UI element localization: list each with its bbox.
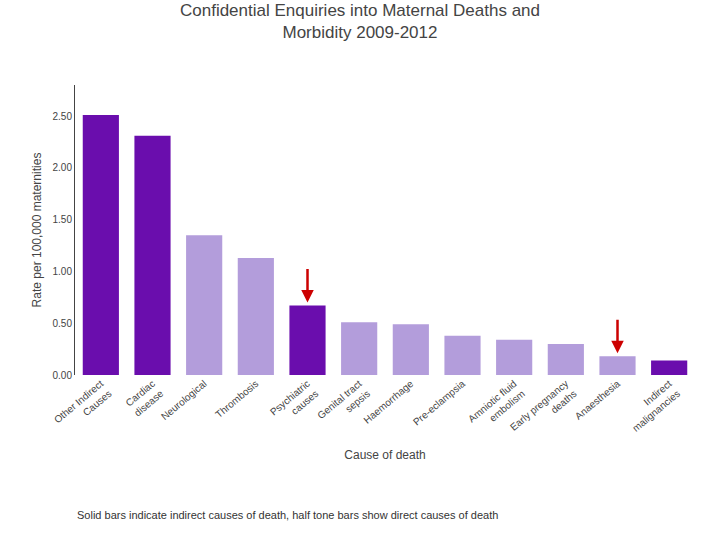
svg-text:Psychiatriccauses: Psychiatriccauses (268, 378, 320, 427)
svg-text:Neurological: Neurological (159, 378, 209, 422)
svg-text:2.00: 2.00 (53, 162, 73, 173)
svg-text:Confidential Enquiries into Ma: Confidential Enquiries into Maternal Dea… (180, 1, 540, 42)
svg-text:Indirectmalignancies: Indirectmalignancies (622, 378, 682, 434)
svg-text:1.50: 1.50 (53, 214, 73, 225)
svg-text:Early pregnancydeaths: Early pregnancydeaths (508, 378, 579, 443)
svg-text:Rate per 100,000 maternities: Rate per 100,000 maternities (30, 153, 44, 308)
svg-text:Haemorrhage: Haemorrhage (361, 378, 415, 426)
svg-text:Amniotic fluidembolism: Amniotic fluidembolism (466, 378, 527, 435)
svg-text:2.50: 2.50 (53, 111, 73, 122)
svg-text:Genital tractsepsis: Genital tractsepsis (315, 378, 372, 431)
svg-text:Other IndirectCauses: Other IndirectCauses (52, 378, 114, 435)
svg-text:Cause of death: Cause of death (344, 448, 425, 462)
svg-text:Thrombosis: Thrombosis (213, 378, 260, 420)
svg-text:0.50: 0.50 (53, 318, 73, 329)
svg-text:Solid bars indicate indirect c: Solid bars indicate indirect causes of d… (77, 509, 498, 521)
svg-text:Pre-eclampsia: Pre-eclampsia (411, 378, 467, 428)
svg-text:1.00: 1.00 (53, 266, 73, 277)
svg-text:Cardiacdisease: Cardiacdisease (124, 378, 166, 419)
svg-text:0.00: 0.00 (53, 370, 73, 381)
svg-text:Anaesthesia: Anaesthesia (573, 378, 623, 422)
